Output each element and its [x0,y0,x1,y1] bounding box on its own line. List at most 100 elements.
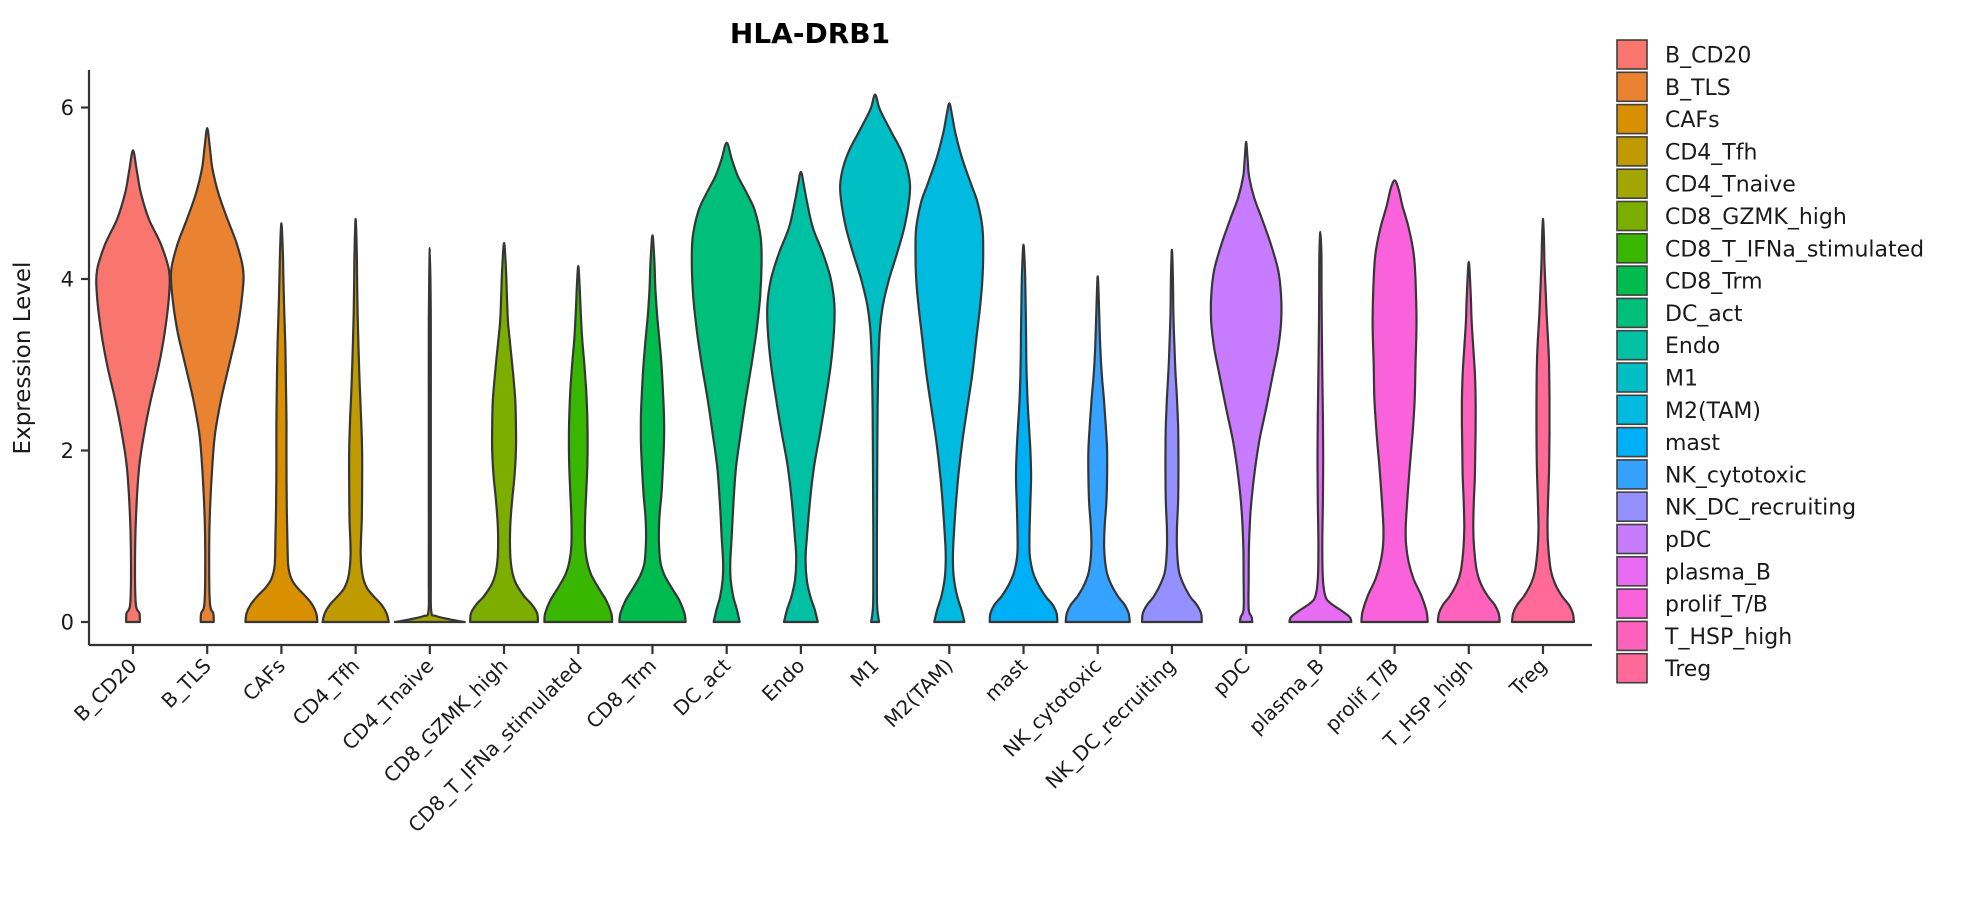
legend-swatch [1616,394,1648,426]
legend-label: B_TLS [1665,76,1731,101]
violins-group [95,93,1575,624]
y-tick-label: 0 [61,611,74,635]
violin-B_TLS [169,127,245,624]
legend-swatch [1616,459,1648,490]
legend-swatch [1616,136,1648,167]
legend-swatch [1616,523,1648,555]
legend-label: Treg [1664,657,1711,682]
legend-swatch [1616,652,1648,684]
legend-item: M2(TAM) [1616,394,1761,426]
violin-NK_DC_recruiting [1141,248,1203,624]
legend-item: CD8_T_IFNa_stimulated [1616,233,1924,264]
violin-CD8_GZMK_high [469,241,539,624]
y-tick-label: 6 [61,96,74,120]
legend-label: CD8_Trm [1665,270,1763,295]
legend-swatch [1616,620,1648,652]
legend-swatch [1616,103,1648,135]
violin-NK_cytotoxic [1064,275,1131,624]
x-tick-label: M1 [845,654,883,692]
x-tick-label: pDC [1208,654,1255,701]
legend-item: pDC [1616,523,1711,555]
legend-label: mast [1665,431,1720,456]
violin-M2(TAM) [914,102,985,624]
violin-plasma_B [1288,230,1353,624]
legend-label: CD8_T_IFNa_stimulated [1665,237,1924,262]
legend-item: CAFs [1616,103,1720,135]
legend-item: M1 [1616,362,1698,393]
violin-CD4_Tfh [321,217,390,624]
legend-item: CD8_Trm [1616,265,1763,296]
legend-label: pDC [1665,528,1711,553]
legend-label: NK_DC_recruiting [1665,496,1856,521]
violin-CD4_Tnaive [393,247,466,624]
x-tick-label: Endo [757,654,810,707]
legend-item: B_TLS [1616,71,1731,103]
x-tick-label: DC_act [668,653,735,720]
legend-label: CD4_Tnaive [1665,173,1796,198]
legend-item: CD8_GZMK_high [1616,200,1847,232]
legend-label: M2(TAM) [1665,399,1761,424]
x-tick-label: NK_DC_recruiting [1041,654,1181,794]
legend-item: DC_act [1616,297,1743,329]
x-tick-label: CAFs [238,654,290,706]
violin-B_CD20 [95,149,171,624]
legend-item: Endo [1616,329,1720,361]
legend-item: Treg [1616,652,1711,684]
chart-title: HLA-DRB1 [730,17,890,50]
x-tick-label: mast [980,653,1032,705]
x-tick-label: plasma_B [1244,654,1329,739]
legend: B_CD20 B_TLS CAFs CD4_Tfh CD4_Tnaive CD8_GZMK… [1616,39,1924,684]
violin-M1 [839,93,912,624]
legend-label: M1 [1665,367,1698,392]
legend-label: plasma_B [1665,560,1771,585]
x-tick-label: B_TLS [156,654,215,713]
legend-label: prolif_T/B [1665,593,1768,618]
legend-swatch [1616,491,1648,523]
legend-swatch [1616,265,1648,296]
x-tick-label: CD8_GZMK_high [379,654,513,788]
legend-swatch [1616,588,1648,619]
legend-swatch [1616,233,1648,264]
legend-swatch [1616,200,1648,232]
legend-item: NK_cytotoxic [1616,459,1807,490]
x-tick-label: CD8_Trm [581,654,661,734]
legend-label: CD8_GZMK_high [1665,205,1847,230]
legend-item: B_CD20 [1616,39,1751,70]
legend-swatch [1616,39,1648,70]
x-tick-label: Treg [1504,654,1551,701]
legend-item: NK_DC_recruiting [1616,491,1856,523]
legend-item: plasma_B [1616,555,1771,587]
legend-item: mast [1616,426,1720,458]
x-tick-label: M2(TAM) [879,654,958,733]
legend-swatch [1616,362,1648,393]
legend-swatch [1616,426,1648,458]
violin-T_HSP_high [1436,260,1501,624]
x-tick-label: CD4_Tfh [288,654,364,730]
violin-mast [988,243,1059,624]
legend-label: NK_cytotoxic [1665,463,1807,488]
legend-swatch [1616,555,1648,587]
violin-CD8_Trm [618,234,687,624]
x-tick-label: B_CD20 [69,654,142,727]
legend-swatch [1616,168,1648,199]
violin-pDC [1209,140,1283,624]
legend-label: B_CD20 [1665,44,1751,69]
legend-label: DC_act [1665,302,1743,327]
legend-item: T_HSP_high [1616,620,1792,652]
violin-CAFs [244,222,319,624]
legend-label: CD4_Tfh [1665,140,1757,165]
violin-DC_act [690,141,763,624]
violin-CD8_T_IFNa_stimulated [543,265,614,624]
violin-Treg [1510,217,1575,624]
legend-item: prolif_T/B [1616,588,1768,619]
y-tick-label: 2 [61,439,74,463]
violin-Endo [766,170,836,624]
legend-swatch [1616,329,1648,361]
violin-prolif_T/B [1360,179,1429,624]
legend-swatch [1616,71,1648,103]
legend-item: CD4_Tfh [1616,136,1757,167]
y-axis-label: Expression Level [10,262,36,455]
